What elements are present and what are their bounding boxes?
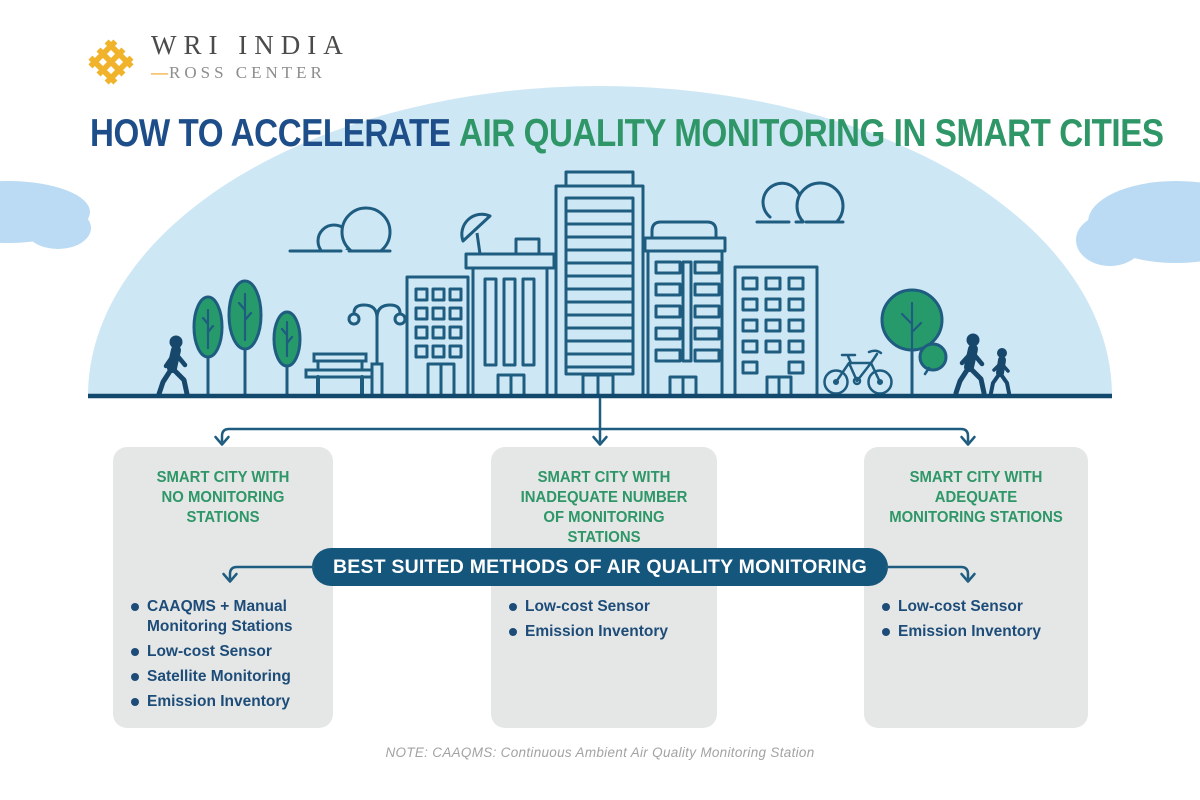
cloud-icon [1076,181,1200,266]
method-item: CAAQMS + Manual Monitoring Stations [131,597,329,637]
method-item: Low-cost Sensor [131,642,329,662]
bullet-icon [509,628,517,636]
scenario-header: SMART CITY WITH NO MONITORING STATIONS [156,469,290,526]
wri-india-logo: WRI INDIA —ROSS CENTER [83,30,350,90]
street-lamp-icon [347,303,407,398]
pedestrian-icon [156,335,190,397]
bench-icon [304,352,376,397]
methods-list: CAAQMS + Manual Monitoring Stations Low-… [131,597,329,717]
logo-brand-text: WRI INDIA [151,30,350,60]
wri-logo-icon [88,39,134,85]
method-item: Low-cost Sensor [882,597,1084,617]
scenario-card-adequate-stations: SMART CITY WITH ADEQUATE MONITORING STAT… [864,447,1088,728]
scenario-card-no-stations: SMART CITY WITH NO MONITORING STATIONS C… [113,447,333,728]
logo-dash: — [151,63,168,82]
bullet-icon [131,648,139,656]
scenario-card-inadequate-stations: SMART CITY WITH INADEQUATE NUMBER OF MON… [491,447,717,728]
cloud-icon [755,181,854,233]
building-icon [643,220,727,398]
footnote: NOTE: CAAQMS: Continuous Ambient Air Qua… [385,745,815,760]
building-icon [405,275,470,398]
title-prefix: HOW TO ACCELERATE [90,112,451,155]
scenario-header: SMART CITY WITH INADEQUATE NUMBER OF MON… [520,469,688,546]
building-icon [554,170,645,398]
cloud-icon [0,181,91,249]
pedestrian-icon [953,333,987,396]
methods-banner: BEST SUITED METHODS OF AIR QUALITY MONIT… [312,548,888,586]
method-item: Emission Inventory [131,692,329,712]
method-item: Low-cost Sensor [509,597,713,617]
methods-list: Low-cost Sensor Emission Inventory [509,597,713,647]
method-item: Emission Inventory [509,622,713,642]
bullet-icon [882,603,890,611]
bullet-icon [131,673,139,681]
bullet-icon [131,603,139,611]
methods-list: Low-cost Sensor Emission Inventory [882,597,1084,647]
bullet-icon [882,628,890,636]
cloud-icon [288,206,396,264]
method-item: Satellite Monitoring [131,667,329,687]
building-icon [460,212,556,398]
building-icon [733,265,819,398]
scenario-header: SMART CITY WITH ADEQUATE MONITORING STAT… [889,469,1063,526]
page-title: HOW TO ACCELERATE AIR QUALITY MONITORING … [90,110,1164,158]
logo-subbrand-text: —ROSS CENTER [151,63,326,82]
bullet-icon [131,698,139,706]
satellite-dish-icon [460,212,492,243]
method-item: Emission Inventory [882,622,1084,642]
bullet-icon [509,603,517,611]
buildings-skyline [405,170,819,398]
title-highlight: AIR QUALITY MONITORING IN SMART CITIES [458,112,1164,155]
tree-icon [192,279,302,396]
child-pedestrian-icon [989,348,1011,395]
tree-icon [880,288,948,396]
bicycle-icon [823,349,893,395]
